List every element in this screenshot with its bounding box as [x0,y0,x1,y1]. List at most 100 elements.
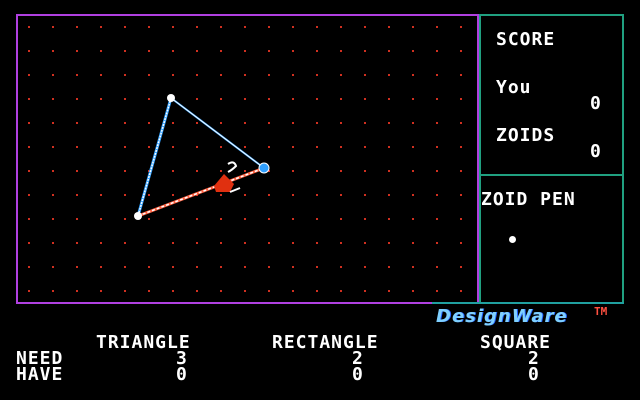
grid-dot [316,74,318,76]
grid-dot [28,194,30,196]
grid-dot [388,146,390,148]
grid-dot [196,122,198,124]
grid-dot [460,242,462,244]
grid-dot [316,122,318,124]
grid-dot [148,266,150,268]
grid-dot [196,266,198,268]
side-divider [479,174,624,176]
grid-dot [436,266,438,268]
grid-dot [76,74,78,76]
shape-name-triangle: TRIANGLE [96,332,191,353]
grid-dot [76,26,78,28]
grid-dot [340,218,342,220]
grid-dot [292,50,294,52]
grid-dot [172,242,174,244]
grid-dot [388,122,390,124]
grid-dot [52,218,54,220]
have-triangle: 0 [176,364,188,385]
grid-dot [124,122,126,124]
vertex-top[interactable] [167,94,175,102]
grid-dot [28,146,30,148]
vertex-bottom-left[interactable] [134,212,142,220]
grid-dot [316,26,318,28]
grid-dot [268,146,270,148]
grid-dot [268,122,270,124]
need-rectangle: 2 [352,348,364,369]
vertex-active[interactable] [258,162,270,174]
grid-dot [460,26,462,28]
grid-dot [244,122,246,124]
grid-dot [364,50,366,52]
grid-dot [148,194,150,196]
grid-dot [172,74,174,76]
grid-dot [268,50,270,52]
grid-dot [220,194,222,196]
grid-dot [412,74,414,76]
logo-text: DesignWare [436,306,568,327]
grid-dot [28,26,30,28]
grid-dot [364,218,366,220]
grid-dot [412,266,414,268]
grid-dot [244,98,246,100]
grid-dot [292,170,294,172]
triangle-edge-bottom-highlight [137,167,265,217]
grid-dot [28,74,30,76]
grid-dot [52,98,54,100]
grid-dot [244,242,246,244]
grid-dot [292,74,294,76]
zoid-creature[interactable] [214,161,241,193]
grid-dot [388,98,390,100]
grid-dots [28,26,462,292]
grid-dot [388,242,390,244]
grid-dot [148,242,150,244]
grid-dot [292,218,294,220]
grid-dot [172,290,174,292]
grid-dot [340,266,342,268]
grid-dot [436,98,438,100]
board-canvas[interactable] [18,16,481,306]
grid-dot [220,170,222,172]
need-triangle: 3 [176,348,188,369]
grid-dot [220,290,222,292]
grid-dot [148,74,150,76]
grid-dot [220,98,222,100]
zoid-pen-dot [509,236,516,243]
grid-dot [124,26,126,28]
game-board[interactable] [16,14,479,304]
grid-dot [292,98,294,100]
grid-dot [412,290,414,292]
grid-dot [220,146,222,148]
grid-dot [76,122,78,124]
designware-logo: DesignWare TM [432,302,624,327]
grid-dot [316,290,318,292]
grid-dot [28,122,30,124]
grid-dot [148,218,150,220]
grid-dot [28,266,30,268]
grid-dot [436,242,438,244]
grid-dot [52,290,54,292]
grid-dot [220,218,222,220]
grid-dot [364,146,366,148]
grid-dot [76,170,78,172]
grid-dot [436,50,438,52]
grid-dot [388,26,390,28]
grid-dot [196,170,198,172]
grid-dot [412,170,414,172]
grid-dot [244,74,246,76]
grid-dot [148,50,150,52]
grid-dot [412,146,414,148]
grid-dot [412,122,414,124]
grid-dot [340,194,342,196]
grid-dot [316,194,318,196]
grid-dot [76,50,78,52]
grid-dot [100,290,102,292]
grid-dot [148,170,150,172]
grid-dot [124,50,126,52]
grid-dot [340,74,342,76]
grid-dot [364,170,366,172]
grid-dot [460,170,462,172]
grid-dot [28,50,30,52]
grid-dot [244,218,246,220]
grid-dot [364,98,366,100]
grid-dot [244,266,246,268]
